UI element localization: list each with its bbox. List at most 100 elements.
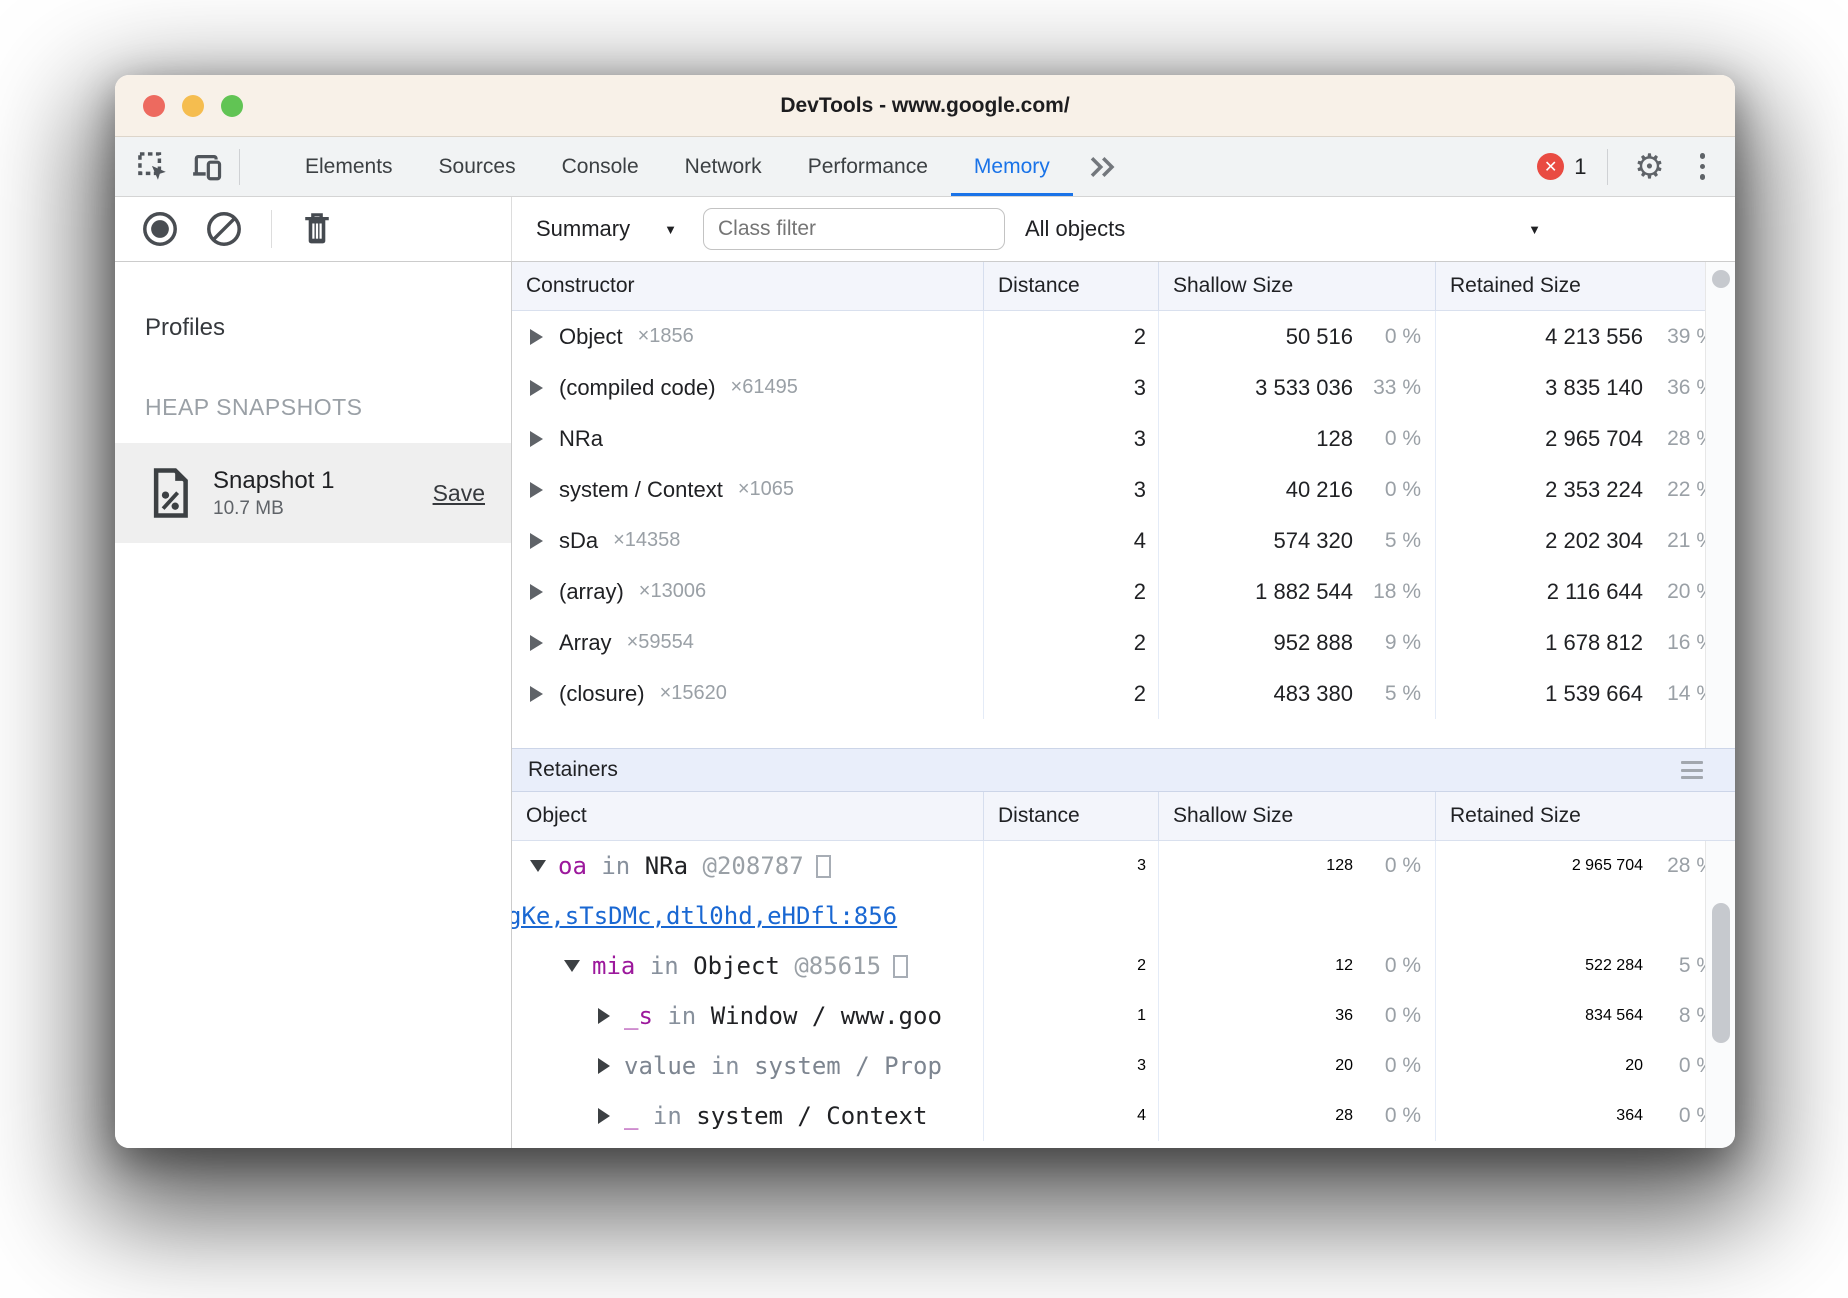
double-chevron-icon — [1087, 155, 1117, 179]
disclosure-triangle-icon[interactable] — [530, 532, 543, 549]
source-location-link[interactable]: gKe,sTsDMc,dtl0hd,eHDfl:856 — [512, 902, 898, 930]
retained-size-percent: 21 % — [1667, 528, 1715, 552]
shallow-size-percent: 18 % — [1373, 579, 1421, 603]
perspective-select[interactable]: Summary ▼ — [536, 216, 677, 242]
keyword-in: in — [710, 1052, 740, 1080]
constructor-name: sDa — [559, 527, 599, 553]
table-row[interactable]: (compiled code) ×61495 3 3 533 036 33 % 3 … — [512, 362, 1735, 413]
table-row[interactable]: _s in Window / www.goo 1 36 0 % 834 564 8 … — [512, 991, 1735, 1041]
minimize-window-button[interactable] — [182, 94, 204, 117]
table-row[interactable]: Array ×59554 2 952 888 9 % 1 678 812 16 % — [512, 617, 1735, 668]
retained-size-value: 522 284 — [1585, 957, 1643, 974]
column-header-object[interactable]: Object — [512, 792, 984, 840]
console-error-badge[interactable]: ✕ 1 — [1537, 153, 1587, 180]
column-header-retained-size[interactable]: Retained Size — [1450, 274, 1581, 297]
tab-console[interactable]: Console — [561, 154, 639, 178]
column-header-distance[interactable]: Distance — [984, 792, 1159, 840]
toolbar-divider — [271, 210, 272, 248]
shallow-size-percent: 0 % — [1384, 324, 1421, 348]
table-row[interactable]: sDa ×14358 4 574 320 5 % 2 202 304 21 % — [512, 515, 1735, 566]
scrollbar-track[interactable] — [1705, 841, 1735, 1148]
retainer-object: NRa — [644, 852, 689, 880]
shallow-size-value: 483 380 — [1273, 680, 1353, 706]
more-tabs-button[interactable] — [1073, 137, 1131, 196]
gear-icon: ⚙ — [1634, 147, 1665, 186]
heap-snapshots-heading: HEAP SNAPSHOTS — [145, 394, 363, 420]
table-row[interactable]: NRa 3 128 0 % 2 965 704 28 % — [512, 413, 1735, 464]
scrollbar-track[interactable] — [1705, 262, 1735, 748]
table-row[interactable]: _ in system / Context 4 28 0 % 364 0 % — [512, 1091, 1735, 1141]
table-row[interactable]: (array) ×13006 2 1 882 544 18 % 2 116 644 2… — [512, 566, 1735, 617]
distance-value: 2 — [1133, 323, 1146, 349]
table-row[interactable]: gKe,sTsDMc,dtl0hd,eHDfl:856 — [512, 891, 1735, 941]
tab-performance[interactable]: Performance — [807, 154, 928, 178]
hamburger-menu-icon[interactable] — [1681, 761, 1703, 779]
clear-profiles-button[interactable] — [205, 210, 243, 248]
close-window-button[interactable] — [143, 94, 165, 117]
disclosure-triangle-icon[interactable] — [530, 481, 543, 498]
column-header-constructor[interactable]: Constructor — [512, 262, 984, 310]
distance-value: 2 — [1133, 680, 1146, 706]
table-row[interactable]: Object ×1856 2 50 516 0 % 4 213 556 39 % — [512, 311, 1735, 362]
inspect-element-button[interactable] — [131, 145, 175, 189]
missing-glyph-box — [815, 854, 831, 878]
constructor-grid: Constructor Distance Shallow Size Retain… — [512, 262, 1735, 748]
retainer-property: oa — [558, 852, 587, 880]
column-header-shallow-size[interactable]: Shallow Size — [1159, 792, 1436, 840]
zoom-window-button[interactable] — [221, 94, 243, 117]
record-heap-snapshot-button[interactable] — [141, 210, 179, 248]
memory-toolbar: Summary ▼ All objects ▼ — [115, 197, 1735, 262]
disclosure-triangle-icon[interactable] — [530, 328, 543, 345]
settings-button[interactable]: ⚙ — [1628, 145, 1672, 189]
snapshot-item[interactable]: Snapshot 1 10.7 MB Save — [115, 443, 511, 543]
tab-network[interactable]: Network — [684, 154, 762, 178]
disclosure-triangle-icon[interactable] — [598, 1008, 610, 1024]
hamburger-bar — [1681, 776, 1703, 779]
column-header-distance[interactable]: Distance — [984, 262, 1159, 310]
tab-memory[interactable]: Memory — [950, 137, 1073, 196]
shallow-size-percent: 5 % — [1384, 681, 1421, 705]
disclosure-triangle-icon[interactable] — [530, 583, 543, 600]
disclosure-triangle-icon[interactable] — [530, 379, 543, 396]
distance-value: 2 — [1133, 578, 1146, 604]
table-row[interactable]: (closure) ×15620 2 483 380 5 % 1 539 664 14… — [512, 668, 1735, 719]
table-row[interactable]: mia in Object @85615 2 12 0 % 522 284 5 % — [512, 941, 1735, 991]
tab-sources[interactable]: Sources — [438, 154, 516, 178]
retained-size-percent: 39 % — [1667, 324, 1715, 348]
disclosure-triangle-icon[interactable] — [530, 634, 543, 651]
disclosure-triangle-icon[interactable] — [530, 685, 543, 702]
delete-snapshot-button[interactable] — [300, 211, 334, 247]
save-snapshot-link[interactable]: Save — [432, 479, 485, 506]
retained-size-value: 1 539 664 — [1545, 680, 1643, 706]
disclosure-triangle-icon[interactable] — [530, 430, 543, 447]
distance-value: 3 — [1133, 425, 1146, 451]
column-header-retained-size[interactable]: Retained Size — [1450, 804, 1581, 827]
shallow-size-value: 28 — [1335, 1107, 1353, 1124]
shallow-size-percent: 0 % — [1384, 954, 1421, 977]
table-row[interactable]: system / Context ×1065 3 40 216 0 % 2 353 … — [512, 464, 1735, 515]
dot-icon — [1699, 163, 1705, 170]
scrollbar-thumb[interactable] — [1712, 903, 1730, 1043]
table-row[interactable]: oa in NRa @208787 3 128 0 % 2 965 704 28 % — [512, 841, 1735, 891]
table-row[interactable]: value in system / Prop 3 20 0 % 20 0 % — [512, 1041, 1735, 1091]
instance-count: ×13006 — [638, 580, 707, 602]
inspect-cursor-icon — [137, 151, 169, 183]
objects-scope-select[interactable]: All objects ▼ — [1025, 216, 1541, 242]
shallow-size-value: 574 320 — [1273, 527, 1353, 553]
column-header-shallow-size[interactable]: Shallow Size — [1159, 262, 1436, 310]
shallow-size-value: 1 882 544 — [1255, 578, 1353, 604]
retained-size-value: 364 — [1616, 1107, 1643, 1124]
disclosure-triangle-icon[interactable] — [564, 960, 580, 972]
shallow-size-percent: 0 % — [1384, 854, 1421, 877]
disclosure-triangle-icon[interactable] — [530, 860, 546, 872]
disclosure-triangle-icon[interactable] — [598, 1058, 610, 1074]
profiles-heading: Profiles — [145, 314, 226, 341]
heap-snapshot-file-icon — [149, 467, 191, 519]
scrollbar-thumb[interactable] — [1712, 270, 1730, 288]
tab-elements[interactable]: Elements — [305, 154, 393, 178]
toggle-device-toolbar-button[interactable] — [185, 145, 229, 189]
disclosure-triangle-icon[interactable] — [598, 1108, 610, 1124]
distance-value: 2 — [1133, 629, 1146, 655]
class-filter-input[interactable] — [703, 208, 1005, 250]
customize-devtools-button[interactable] — [1692, 149, 1714, 184]
